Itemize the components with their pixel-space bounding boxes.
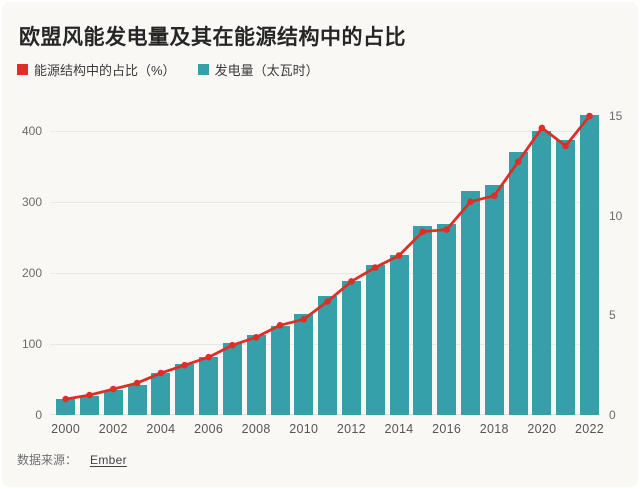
y-axis-right-tick-10: 10 bbox=[609, 208, 623, 223]
plot-area bbox=[50, 107, 600, 415]
bar-2021 bbox=[556, 139, 576, 415]
bar-2017 bbox=[461, 191, 480, 415]
bar-2009 bbox=[270, 325, 290, 415]
legend-label-share: 能源结构中的占比（%） bbox=[34, 63, 176, 78]
source-footer: 数据来源： Ember bbox=[17, 451, 127, 468]
bar-2008 bbox=[246, 334, 266, 415]
bar-2011 bbox=[318, 295, 338, 415]
x-axis-tick-2020: 2020 bbox=[527, 422, 557, 436]
source-link[interactable]: Ember bbox=[90, 453, 127, 467]
legend-swatch-red-icon bbox=[17, 64, 28, 75]
bar-2014 bbox=[389, 255, 409, 415]
x-axis-tick-2008: 2008 bbox=[241, 422, 271, 436]
y-axis-left-tick-300: 300 bbox=[21, 195, 42, 209]
bar-2022 bbox=[580, 114, 599, 415]
x-axis-tick-2010: 2010 bbox=[289, 422, 319, 436]
bar-2002 bbox=[103, 390, 123, 415]
y-axis-left-tick-200: 200 bbox=[21, 266, 42, 280]
bar-2016 bbox=[437, 224, 457, 415]
bar-2013 bbox=[365, 264, 385, 415]
y-axis-right-tick-15: 15 bbox=[609, 109, 623, 123]
x-axis-tick-2002: 2002 bbox=[98, 422, 128, 436]
bar-2000 bbox=[56, 398, 76, 415]
y-axis-left-tick-0: 0 bbox=[35, 408, 42, 422]
x-axis-tick-2016: 2016 bbox=[432, 422, 462, 436]
x-axis-tick-2000: 2000 bbox=[51, 422, 81, 436]
bar-2005 bbox=[175, 363, 195, 415]
bar-2007 bbox=[222, 342, 242, 415]
source-label: 数据来源： bbox=[17, 453, 78, 467]
y-axis-right-tick-0: 0 bbox=[609, 408, 616, 422]
bar-2018 bbox=[484, 185, 504, 415]
bar-2015 bbox=[413, 226, 433, 415]
bar-2004 bbox=[151, 373, 171, 415]
legend-item-generation: 发电量（太瓦时） bbox=[197, 60, 319, 79]
x-axis-tick-2022: 2022 bbox=[574, 422, 605, 436]
y-axis-right-tick-5: 5 bbox=[609, 308, 616, 323]
bar-2003 bbox=[127, 384, 147, 415]
bar-2020 bbox=[532, 131, 552, 415]
legend: 能源结构中的占比（%） 发电量（太瓦时） bbox=[17, 60, 319, 79]
y-axis-left-tick-400: 400 bbox=[21, 124, 42, 138]
gridline-400 bbox=[50, 131, 600, 132]
legend-swatch-teal-icon bbox=[197, 64, 209, 75]
x-axis-tick-2006: 2006 bbox=[194, 422, 224, 436]
x-axis-tick-2004: 2004 bbox=[146, 422, 176, 436]
chart-title: 欧盟风能发电量及其在能源结构中的占比 bbox=[19, 26, 406, 49]
bar-2001 bbox=[80, 395, 99, 415]
legend-item-share: 能源结构中的占比（%） bbox=[17, 60, 176, 79]
x-axis-tick-2018: 2018 bbox=[479, 422, 509, 436]
x-axis-tick-2012: 2012 bbox=[336, 422, 366, 436]
bar-2012 bbox=[341, 280, 361, 415]
bar-2019 bbox=[508, 152, 528, 415]
legend-label-generation: 发电量（太瓦时） bbox=[214, 63, 319, 78]
x-axis-tick-2014: 2014 bbox=[384, 422, 414, 436]
bar-2006 bbox=[199, 356, 219, 415]
bar-2010 bbox=[294, 314, 314, 415]
y-axis-left-tick-100: 100 bbox=[21, 337, 42, 351]
